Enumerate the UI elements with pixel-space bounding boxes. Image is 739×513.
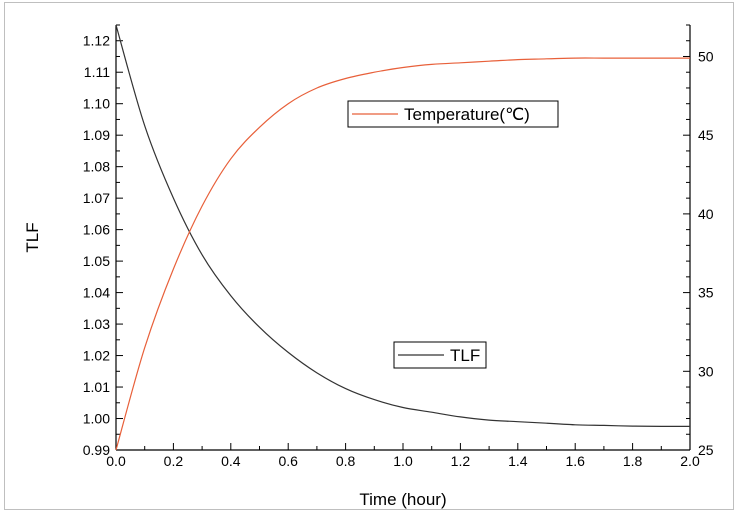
y-right-tick-label: 25 xyxy=(698,442,714,458)
x-tick-label: 1.0 xyxy=(393,453,413,469)
y-left-tick-label: 1.03 xyxy=(83,316,110,332)
x-tick-label: 1.6 xyxy=(565,453,585,469)
y-left-tick-label: 1.11 xyxy=(84,64,110,80)
y-right-tick-label: 45 xyxy=(698,127,714,143)
y-left-tick-label: 1.09 xyxy=(83,127,110,143)
x-tick-label: 0.0 xyxy=(106,453,126,469)
y-right-tick-label: 50 xyxy=(698,48,714,64)
temperature-series-line xyxy=(115,57,690,451)
y-right-tick-label: 30 xyxy=(698,363,714,379)
x-tick-label: 1.8 xyxy=(623,453,643,469)
legends: Temperature(℃) TLF xyxy=(347,100,559,369)
legend-temperature: Temperature(℃) xyxy=(347,100,559,128)
x-axis-title: Time (hour) xyxy=(359,490,446,509)
y-left-tick-label: 1.07 xyxy=(83,190,110,206)
x-tick-label: 1.4 xyxy=(508,453,528,469)
y-left-tick-label: 1.08 xyxy=(83,159,110,175)
y-left-tick-label: 1.10 xyxy=(83,96,110,112)
legend-label: TLF xyxy=(450,346,480,365)
y-left-tick-label: 1.04 xyxy=(83,285,110,301)
y-left-tick-label: 1.01 xyxy=(83,379,110,395)
legend-tlf: TLF xyxy=(393,341,487,369)
series-lines xyxy=(115,24,690,451)
axes: 0.0 0.2 0.4 0.6 0.8 1.0 1.2 1.4 1.6 1.8 2.0 0.99 1.0… xyxy=(83,24,714,469)
y-left-tick-label: 0.99 xyxy=(83,442,110,458)
x-tick-label: 1.2 xyxy=(451,453,471,469)
y-right-tick-label: 35 xyxy=(698,285,714,301)
legend-box xyxy=(347,100,559,128)
y-left-tick-label: 1.02 xyxy=(83,348,110,364)
y-right-tick-label: 40 xyxy=(698,206,714,222)
y-left-tick-label: 1.00 xyxy=(83,411,110,427)
y-left-tick-label: 1.06 xyxy=(83,222,110,238)
legend-label: Temperature(℃) xyxy=(404,105,530,124)
tlf-series-line xyxy=(115,24,690,427)
x-tick-label: 2.0 xyxy=(680,453,700,469)
y-axis-left-title: TLF xyxy=(23,222,42,252)
y-left-tick-label: 1.05 xyxy=(83,253,110,269)
y-left-tick-label: 1.12 xyxy=(83,33,110,49)
x-tick-label: 0.2 xyxy=(164,453,184,469)
x-tick-label: 0.6 xyxy=(278,453,298,469)
x-tick-label: 0.4 xyxy=(221,453,241,469)
x-tick-label: 0.8 xyxy=(336,453,356,469)
